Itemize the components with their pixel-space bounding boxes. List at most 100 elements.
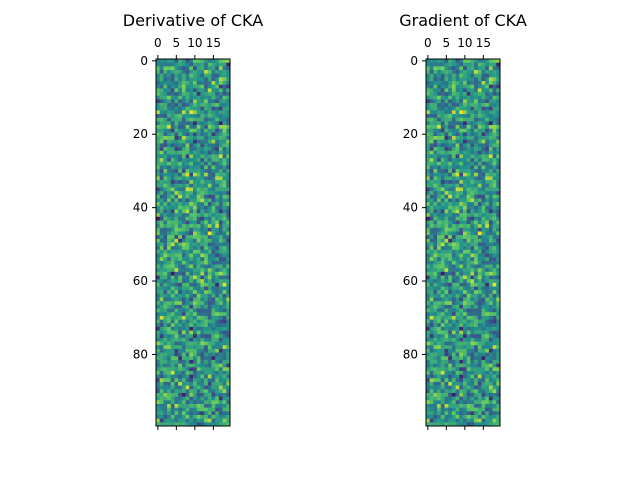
heatmap-cell [159, 139, 164, 144]
heatmap-cell [222, 66, 227, 71]
heatmap-cell [466, 348, 471, 353]
heatmap-cell [429, 363, 434, 368]
heatmap-cell [433, 92, 438, 96]
heatmap-cell [170, 348, 175, 353]
heatmap-cell [459, 367, 464, 372]
heatmap-cell [215, 95, 220, 100]
heatmap-cell [159, 161, 164, 166]
heatmap-cell [426, 330, 430, 335]
heatmap-cell [492, 121, 497, 126]
heatmap-cell [167, 169, 172, 174]
heatmap-cell [181, 242, 186, 247]
heatmap-cell [470, 176, 475, 181]
heatmap-cell [485, 198, 490, 203]
heatmap-cell [181, 81, 186, 85]
heatmap-cell [455, 356, 460, 361]
heatmap-cell [159, 191, 164, 196]
heatmap-cell [193, 315, 197, 320]
heatmap-cell [215, 231, 220, 236]
heatmap-cell [211, 198, 216, 203]
heatmap-cell [178, 128, 183, 133]
heatmap-cell [200, 268, 205, 273]
heatmap-cell [455, 334, 460, 339]
heatmap-cell [429, 235, 434, 240]
heatmap-cell [200, 385, 205, 390]
heatmap-cell [451, 231, 456, 236]
heatmap-cell [189, 220, 194, 225]
heatmap-cell [463, 66, 467, 71]
heatmap-cell [211, 341, 216, 346]
heatmap-cell [466, 154, 471, 159]
heatmap-cell [218, 172, 223, 177]
heatmap-cell [433, 136, 438, 141]
heatmap-cell [429, 403, 434, 408]
heatmap-cell [178, 356, 183, 361]
heatmap-cell [174, 194, 179, 199]
heatmap-cell [437, 323, 442, 328]
heatmap-cell [440, 249, 445, 254]
heatmap-cell [207, 213, 212, 218]
heatmap-cell [211, 103, 216, 108]
heatmap-cell [488, 304, 493, 309]
heatmap-cell [170, 150, 175, 155]
heatmap-cell [156, 378, 160, 383]
heatmap-cell [226, 121, 231, 126]
heatmap-cell [429, 400, 434, 405]
heatmap-cell [185, 275, 190, 280]
heatmap-cell [222, 95, 227, 100]
heatmap-cell [440, 81, 445, 85]
heatmap-cell [485, 301, 490, 306]
heatmap-cell [459, 290, 464, 295]
heatmap-cell [185, 359, 190, 364]
heatmap-cell [226, 308, 231, 313]
heatmap-cell [181, 216, 186, 221]
heatmap-cell [463, 411, 467, 416]
heatmap-cell [463, 249, 467, 254]
heatmap-cell [204, 143, 209, 148]
heatmap-cell [226, 268, 231, 273]
heatmap-cell [200, 121, 205, 126]
heatmap-cell [204, 392, 209, 397]
heatmap-cell [451, 286, 456, 291]
heatmap-cell [226, 128, 231, 133]
heatmap-cell [451, 183, 456, 188]
heatmap-cell [178, 158, 183, 163]
heatmap-cell [466, 418, 471, 423]
heatmap-cell [481, 315, 486, 320]
heatmap-cell [426, 117, 430, 122]
heatmap-cell [189, 326, 194, 331]
heatmap-cell [485, 213, 490, 218]
heatmap-cell [204, 150, 209, 155]
heatmap-cell [207, 370, 212, 375]
heatmap-cell [470, 213, 475, 218]
heatmap-cell [204, 260, 209, 265]
heatmap-cell [477, 381, 482, 386]
heatmap-cell [426, 77, 430, 82]
heatmap-cell [463, 414, 467, 419]
heatmap-cell [440, 253, 445, 258]
heatmap-cell [433, 213, 438, 218]
heatmap-cell [485, 205, 490, 210]
heatmap-cell [181, 385, 186, 390]
heatmap-cell [485, 220, 490, 225]
heatmap-cell [451, 411, 456, 416]
heatmap-cell [444, 341, 449, 346]
heatmap-cell [156, 158, 160, 163]
heatmap-cell [218, 315, 223, 320]
heatmap-cell [156, 367, 160, 372]
heatmap-cell [470, 103, 475, 108]
heatmap-cell [466, 356, 471, 361]
heatmap-cell [426, 352, 430, 357]
heatmap-cell [429, 176, 434, 181]
heatmap-cell [426, 367, 430, 372]
heatmap-cell [429, 191, 434, 196]
heatmap-cell [215, 271, 220, 276]
heatmap-cell [204, 242, 209, 247]
heatmap-cell [204, 73, 209, 78]
heatmap-cell [485, 414, 490, 419]
heatmap-cell [174, 312, 179, 317]
heatmap-cell [437, 95, 442, 100]
heatmap-cell [200, 422, 205, 427]
heatmap-cell [470, 418, 475, 423]
heatmap-cell [167, 308, 172, 313]
